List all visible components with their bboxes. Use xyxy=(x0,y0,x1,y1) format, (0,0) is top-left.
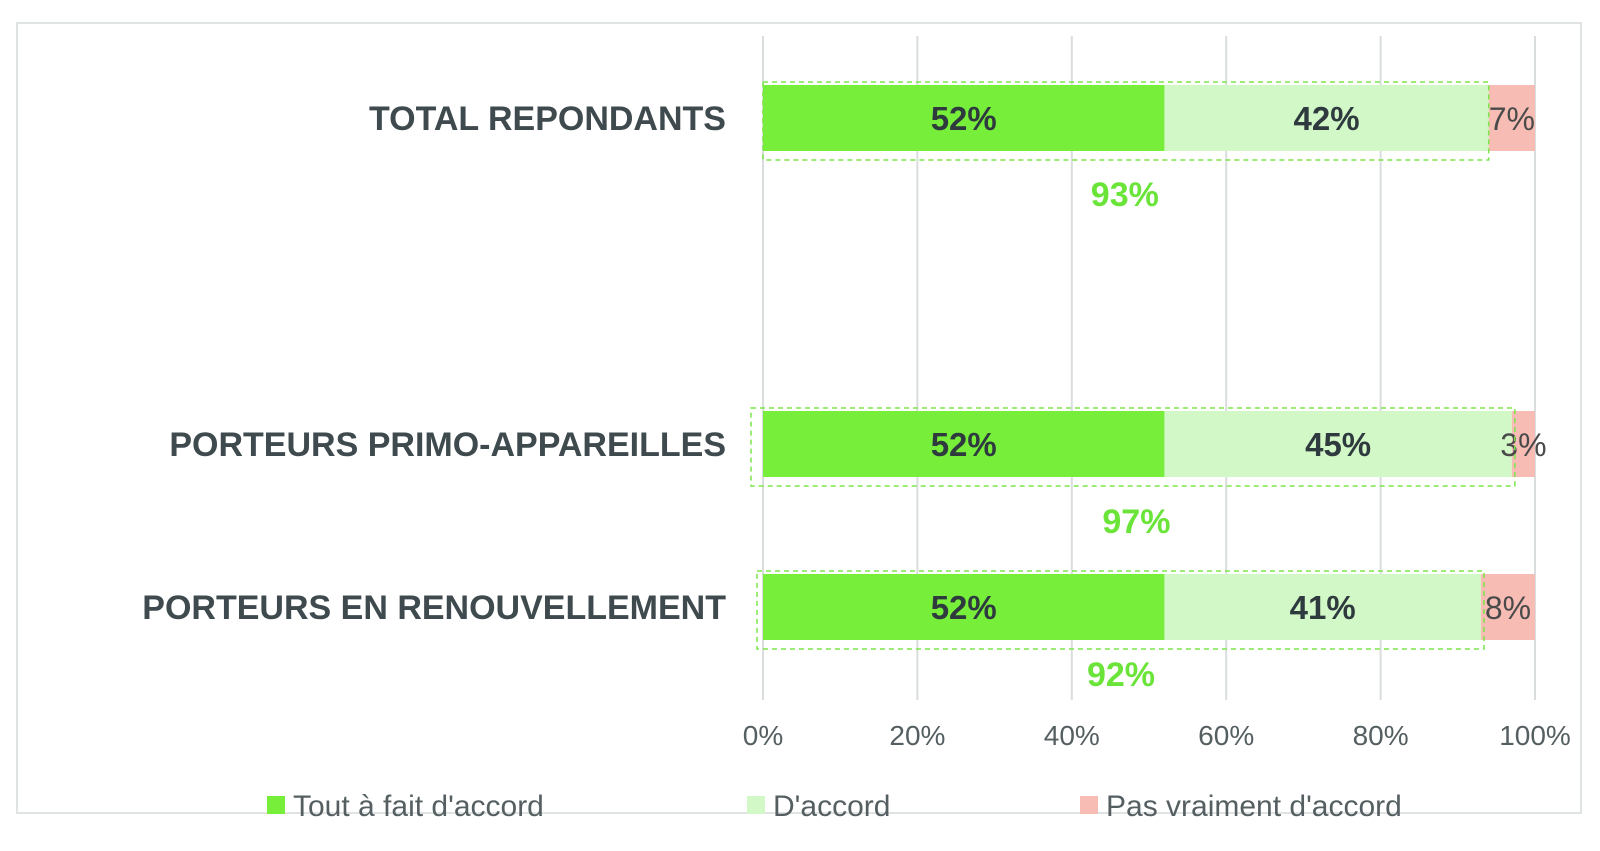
total-label: 93% xyxy=(1091,176,1159,214)
total-label: 92% xyxy=(1087,656,1155,694)
total-agree-box xyxy=(762,81,1490,161)
x-tick-label: 0% xyxy=(743,720,783,751)
data-label: 42% xyxy=(1294,100,1360,137)
data-label: 52% xyxy=(931,100,997,137)
x-tick-label: 80% xyxy=(1353,720,1409,751)
total-label: 97% xyxy=(1102,503,1170,541)
bar-segment xyxy=(1164,85,1489,151)
x-tick-label: 60% xyxy=(1198,720,1254,751)
legend-swatch xyxy=(1080,796,1098,814)
data-label: 52% xyxy=(931,589,997,626)
data-label: 52% xyxy=(931,426,997,463)
data-label: 7% xyxy=(1489,101,1535,137)
legend-label: Pas vraiment d'accord xyxy=(1106,790,1402,823)
x-tick-label: 40% xyxy=(1044,720,1100,751)
bar-segment xyxy=(763,85,1165,151)
total-agree-box xyxy=(750,407,1516,487)
bar-segment xyxy=(763,411,1165,477)
legend-swatch xyxy=(747,796,765,814)
data-label: 41% xyxy=(1290,589,1356,626)
category-label: PORTEURS PRIMO-APPAREILLES xyxy=(169,426,726,464)
legend-label: D'accord xyxy=(773,790,890,823)
bar-segment xyxy=(1511,411,1535,477)
category-label: TOTAL REPONDANTS xyxy=(369,100,726,138)
legend-label: Tout à fait d'accord xyxy=(293,790,544,823)
data-label: 3% xyxy=(1500,427,1546,463)
bar-segment xyxy=(1488,85,1535,151)
x-tick-label: 100% xyxy=(1499,720,1571,751)
bar-segment xyxy=(1480,574,1535,640)
data-label: 8% xyxy=(1485,590,1531,626)
x-tick-label: 20% xyxy=(889,720,945,751)
legend-swatch xyxy=(267,796,285,814)
chart-frame xyxy=(16,22,1582,814)
data-label: 45% xyxy=(1305,426,1371,463)
category-label: PORTEURS EN RENOUVELLEMENT xyxy=(142,589,726,627)
bar-segment xyxy=(763,574,1165,640)
bar-segment xyxy=(1164,574,1481,640)
total-agree-box xyxy=(756,570,1485,650)
bar-segment xyxy=(1164,411,1512,477)
